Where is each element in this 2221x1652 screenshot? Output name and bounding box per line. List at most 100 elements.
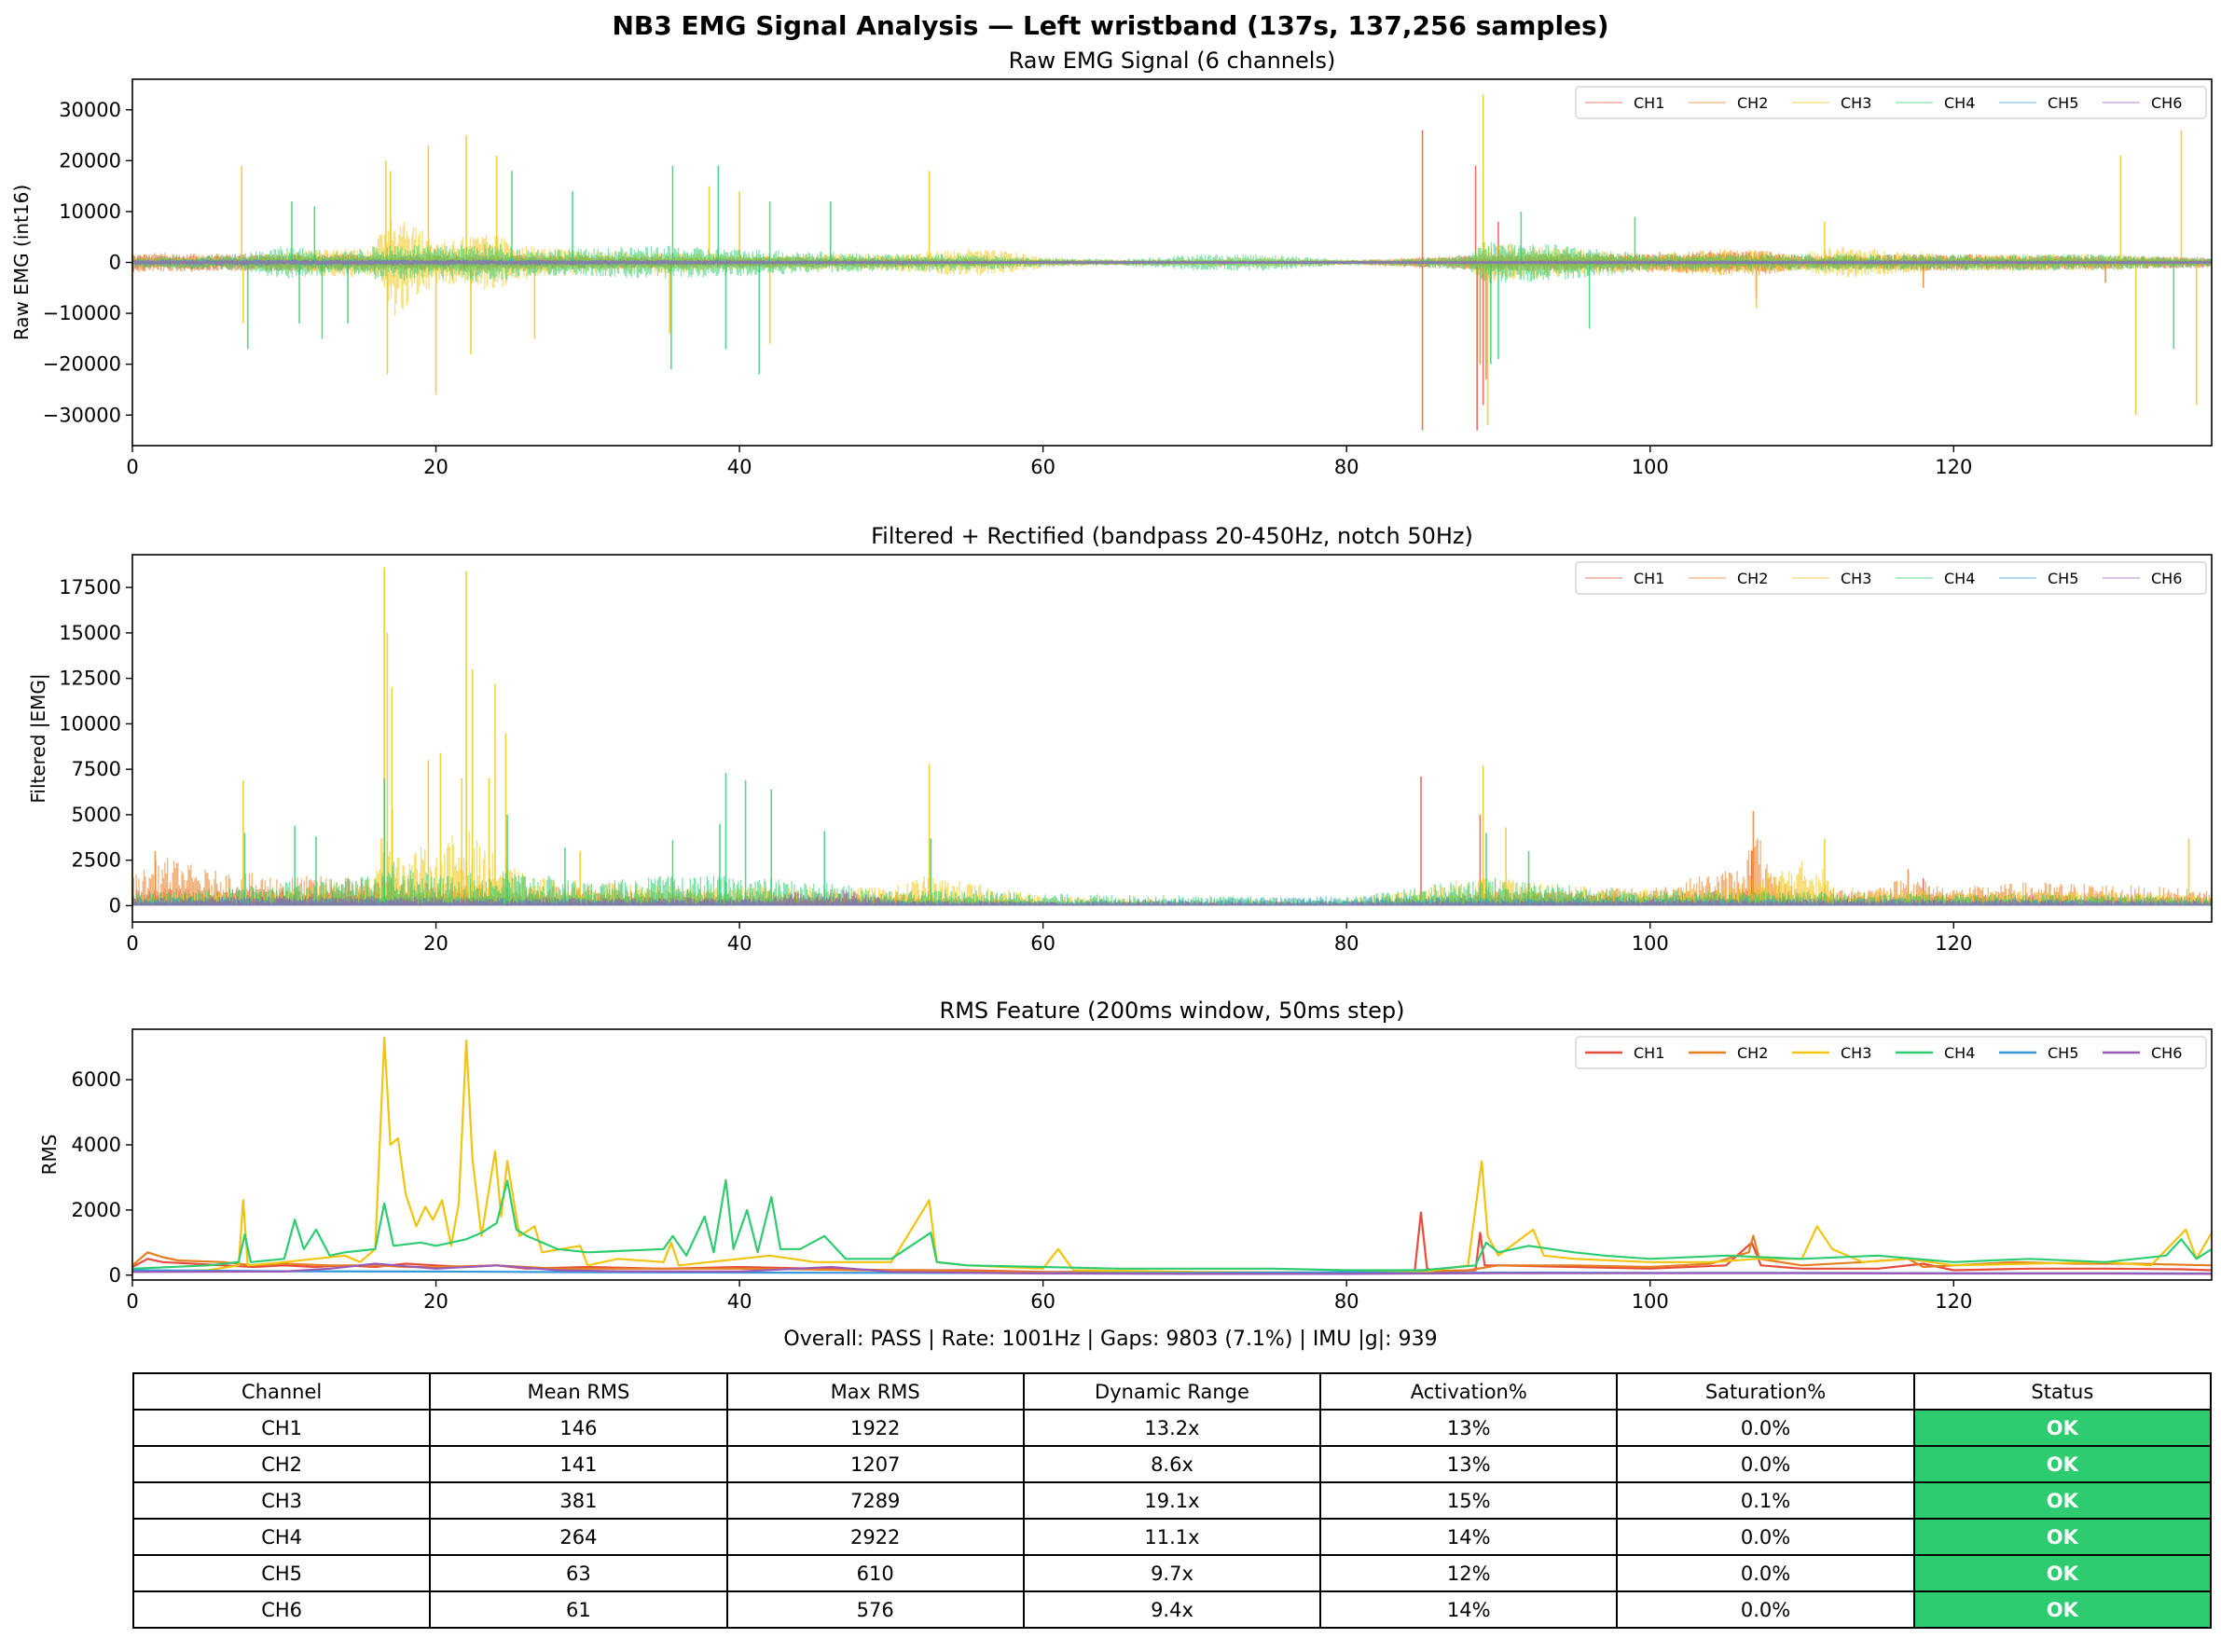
channel-stats-table: Channel Mean RMS Max RMS Dynamic Range Activ… [131, 1372, 2213, 1629]
table-row: CH2 141 1207 8.6x 13% 0.0% OK [131, 1445, 2213, 1483]
y-tick-label: −10000 [43, 302, 121, 324]
column-header-status: Status [1912, 1372, 2213, 1411]
y-axis-label: RMS [38, 1135, 61, 1176]
table-row: CH5 63 610 9.7x 12% 0.0% OK [131, 1554, 2213, 1592]
x-tick-label: 40 [727, 932, 752, 955]
overall-summary: Overall: PASS | Rate: 1001Hz | Gaps: 980… [783, 1328, 1437, 1351]
table-cell: 13% [1319, 1445, 1619, 1483]
table-cell: 264 [429, 1518, 728, 1556]
series-ch6 [132, 1262, 2212, 1275]
x-tick-label: 100 [1632, 932, 1669, 955]
axes-frame [131, 554, 2213, 923]
table-cell: CH4 [131, 1518, 432, 1556]
legend-label-ch4: CH4 [1944, 570, 1975, 587]
table-cell: 0.0% [1616, 1590, 1915, 1629]
signal-band-ch3 [132, 808, 2212, 906]
x-tick-label: 80 [1334, 1290, 1359, 1313]
x-tick-label: 20 [423, 932, 448, 955]
x-tick-label: 120 [1935, 1290, 1972, 1313]
table-cell: 0.0% [1616, 1518, 1915, 1556]
x-tick-label: 100 [1632, 456, 1669, 478]
column-header-max-rms: Max RMS [725, 1372, 1025, 1411]
chart-panel-2: Filtered + Rectified (bandpass 20-450Hz,… [27, 523, 2213, 955]
status-badge: OK [1912, 1590, 2213, 1629]
rms-line-ch4 [132, 1178, 2212, 1272]
rms-line-ch1 [132, 1211, 2212, 1274]
chart-legend: CH1 CH2 CH3 CH4 CH5 CH6 [1575, 561, 2207, 595]
table-cell: 610 [725, 1554, 1025, 1592]
table-cell: CH5 [131, 1554, 432, 1592]
table-cell: 146 [429, 1409, 728, 1447]
table-cell: 7289 [725, 1481, 1025, 1520]
y-tick-label: 12500 [59, 668, 121, 690]
column-header-channel: Channel [131, 1372, 432, 1411]
status-badge: OK [1912, 1554, 2213, 1592]
series-ch3 [132, 567, 2212, 906]
x-tick-label: 0 [126, 932, 138, 955]
legend-label-ch1: CH1 [1634, 570, 1664, 587]
table-cell: 13.2x [1022, 1409, 1322, 1447]
legend-label-ch1: CH1 [1634, 94, 1664, 112]
chart-title: Filtered + Rectified (bandpass 20-450Hz,… [871, 523, 1473, 549]
y-tick-label: 7500 [72, 758, 121, 780]
y-tick-label: 10000 [59, 200, 121, 223]
legend-label-ch2: CH2 [1737, 94, 1768, 112]
legend-label-ch6: CH6 [2151, 1044, 2182, 1062]
table-cell: 12% [1319, 1554, 1619, 1592]
table-cell: 14% [1319, 1518, 1619, 1556]
table-cell: 9.4x [1022, 1590, 1322, 1629]
signal-band-ch6 [132, 888, 2212, 906]
legend-frame [1575, 1036, 2207, 1069]
legend-label-ch6: CH6 [2151, 94, 2182, 112]
table-cell: CH6 [131, 1590, 432, 1629]
column-header-dynamic-range: Dynamic Range [1022, 1372, 1322, 1411]
legend-frame [1575, 561, 2207, 595]
table-cell: 0.0% [1616, 1409, 1915, 1447]
table-row: CH3 381 7289 19.1x 15% 0.1% OK [131, 1481, 2213, 1520]
y-tick-label: 5000 [72, 804, 121, 826]
table-cell: 63 [429, 1554, 728, 1592]
chart-legend: CH1 CH2 CH3 CH4 CH5 CH6 [1575, 86, 2207, 119]
rms-line-ch3 [132, 1036, 2212, 1274]
y-tick-label: 20000 [59, 149, 121, 172]
chart-panel-1: Raw EMG Signal (6 channels) Raw EMG (int1… [10, 48, 2213, 478]
table-cell: 11.1x [1022, 1518, 1322, 1556]
y-tick-label: 0 [109, 252, 121, 274]
table-cell: 8.6x [1022, 1445, 1322, 1483]
series-ch1 [132, 1211, 2212, 1274]
table-cell: 9.7x [1022, 1554, 1322, 1592]
status-badge: OK [1912, 1445, 2213, 1483]
legend-label-ch3: CH3 [1841, 94, 1871, 112]
x-tick-label: 120 [1935, 456, 1972, 478]
table-cell: 14% [1319, 1590, 1619, 1629]
table-cell: 19.1x [1022, 1481, 1322, 1520]
series-ch3 [132, 1036, 2212, 1274]
x-tick-label: 100 [1632, 1290, 1669, 1313]
y-axis-label: Filtered |EMG| [27, 673, 49, 803]
plot-area [132, 94, 2212, 431]
table-cell: 576 [725, 1590, 1025, 1629]
y-tick-label: −30000 [43, 404, 121, 426]
legend-label-ch3: CH3 [1841, 1044, 1871, 1062]
table-cell: CH2 [131, 1445, 432, 1483]
rms-line-ch6 [132, 1262, 2212, 1275]
series-ch1 [132, 130, 2212, 431]
table-cell: 61 [429, 1590, 728, 1629]
chart-legend: CH1 CH2 CH3 CH4 CH5 CH6 [1575, 1036, 2207, 1069]
y-tick-label: 0 [109, 894, 121, 916]
legend-label-ch5: CH5 [2048, 94, 2078, 112]
legend-label-ch2: CH2 [1737, 570, 1768, 587]
plot-area [132, 567, 2212, 906]
y-tick-label: 0 [109, 1264, 121, 1287]
chart-title: RMS Feature (200ms window, 50ms step) [940, 998, 1405, 1024]
table-row: CH4 264 2922 11.1x 14% 0.0% OK [131, 1518, 2213, 1556]
table-cell: 13% [1319, 1409, 1619, 1447]
chart-title: Raw EMG Signal (6 channels) [1009, 48, 1336, 74]
table-cell: 141 [429, 1445, 728, 1483]
column-header-activation: Activation% [1319, 1372, 1619, 1411]
y-tick-label: −20000 [43, 353, 121, 376]
x-tick-label: 60 [1030, 932, 1055, 955]
x-tick-label: 20 [423, 456, 448, 478]
table-row: CH1 146 1922 13.2x 13% 0.0% OK [131, 1409, 2213, 1447]
